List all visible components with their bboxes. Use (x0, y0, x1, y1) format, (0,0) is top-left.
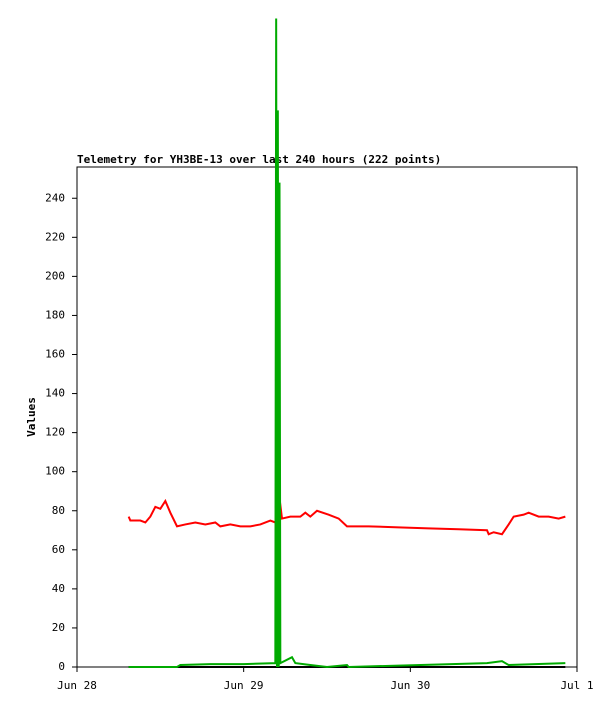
plot-frame (76, 166, 578, 668)
y-tick-label: 20 (52, 621, 65, 634)
y-tick-label: 180 (45, 308, 65, 321)
x-tick-label: Jun 30 (390, 679, 430, 692)
series-line (128, 18, 566, 669)
series-line (127, 498, 566, 536)
x-tick-label: Jun 29 (224, 679, 264, 692)
y-tick-label: 240 (45, 191, 65, 204)
y-tick-label: 60 (52, 543, 65, 556)
chart-title: Telemetry for YH3BE-13 over last 240 hou… (77, 153, 441, 166)
y-tick-label: 160 (45, 348, 65, 361)
x-tick-label: Jul 1 (560, 679, 593, 692)
y-axis-label: Values (25, 397, 38, 437)
y-tick-label: 100 (45, 465, 65, 478)
y-tick-label: 40 (52, 582, 65, 595)
y-tick-label: 200 (45, 269, 65, 282)
y-tick-label: 140 (45, 387, 65, 400)
y-tick-label: 220 (45, 230, 65, 243)
y-tick-label: 120 (45, 426, 65, 439)
y-tick-label: 0 (58, 660, 65, 673)
x-tick-label: Jun 28 (57, 679, 97, 692)
y-tick-label: 80 (52, 504, 65, 517)
